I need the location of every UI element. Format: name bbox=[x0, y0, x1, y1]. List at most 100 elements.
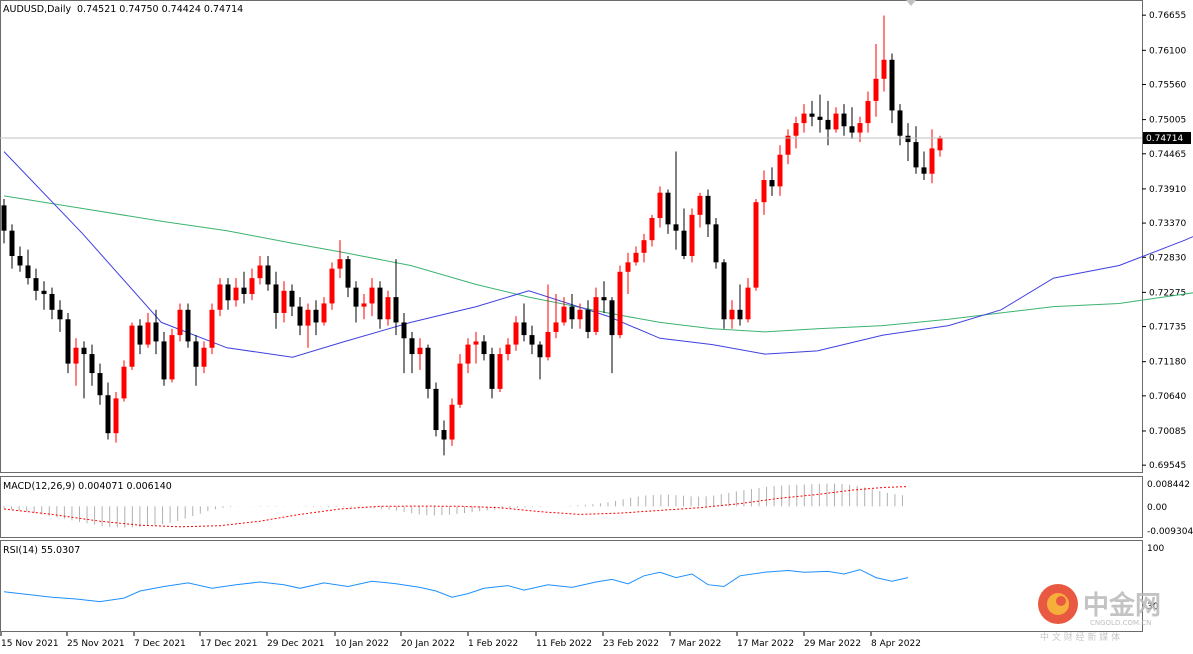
candle-body bbox=[1, 205, 7, 231]
x-tick-label: 29 Mar 2022 bbox=[804, 639, 861, 649]
candle-body bbox=[385, 297, 391, 320]
macd-tick-top: 0.008442 bbox=[1147, 480, 1190, 490]
candle-body bbox=[465, 344, 471, 364]
x-tick-label: 10 Jan 2022 bbox=[335, 639, 389, 649]
candle-body bbox=[49, 293, 55, 310]
y-tick-label: 0.73370 bbox=[1149, 219, 1186, 229]
x-tick-label: 17 Mar 2022 bbox=[737, 639, 794, 649]
macd-panel bbox=[0, 476, 1143, 538]
candle-body bbox=[369, 287, 375, 304]
candle-body bbox=[481, 341, 487, 355]
x-tick-label: 7 Mar 2022 bbox=[670, 639, 721, 649]
candle-body bbox=[281, 290, 287, 313]
candle-body bbox=[25, 265, 31, 279]
candle-body bbox=[809, 113, 815, 117]
main-panel bbox=[0, 0, 1143, 473]
scroll-marker-icon[interactable] bbox=[906, 0, 916, 6]
ma-slow-path bbox=[3, 195, 1193, 333]
candle-body bbox=[9, 230, 15, 256]
rsi-label: RSI(14) 55.0307 bbox=[3, 545, 80, 556]
candle-body bbox=[273, 284, 279, 313]
candle-body bbox=[873, 78, 879, 101]
ma-slow-line bbox=[3, 195, 1193, 333]
candle-body bbox=[905, 135, 911, 143]
x-tick-label: 29 Dec 2021 bbox=[267, 639, 325, 649]
candles bbox=[1, 15, 943, 456]
candle-body bbox=[817, 116, 823, 120]
candle-body bbox=[881, 59, 887, 79]
x-tick-label: 20 Jan 2022 bbox=[401, 639, 455, 649]
candle-body bbox=[41, 290, 47, 294]
candle-body bbox=[209, 309, 215, 348]
candle-body bbox=[593, 297, 599, 332]
candle-body bbox=[929, 148, 935, 174]
candle-body bbox=[417, 347, 423, 355]
candle-body bbox=[889, 59, 895, 111]
candle-body bbox=[73, 347, 79, 364]
candle-body bbox=[289, 290, 295, 307]
candle-body bbox=[97, 373, 103, 396]
candle-body bbox=[337, 259, 343, 269]
candle-body bbox=[345, 259, 351, 288]
candle-body bbox=[81, 347, 87, 355]
price-tag-bg bbox=[1143, 132, 1191, 145]
candle-body bbox=[601, 297, 607, 301]
y-tick-label: 0.72830 bbox=[1149, 253, 1186, 263]
candle-body bbox=[657, 192, 663, 219]
ma-fast-path bbox=[3, 151, 1193, 358]
y-tick-label: 0.69545 bbox=[1149, 461, 1186, 471]
candle-body bbox=[649, 218, 655, 241]
candle-body bbox=[521, 322, 527, 336]
candle-body bbox=[497, 354, 503, 389]
candle-body bbox=[625, 262, 631, 272]
candle-body bbox=[689, 214, 695, 256]
y-tick-label: 0.74465 bbox=[1149, 150, 1186, 160]
candle-body bbox=[425, 347, 431, 389]
candle-body bbox=[377, 287, 383, 320]
x-tick-label: 1 Feb 2022 bbox=[468, 639, 518, 649]
x-tick-label: 11 Feb 2022 bbox=[536, 639, 592, 649]
candle-body bbox=[33, 278, 39, 291]
y-tick-label: 0.70085 bbox=[1149, 427, 1186, 437]
candle-body bbox=[641, 240, 647, 253]
rsi-tick-100: 100 bbox=[1147, 544, 1164, 554]
candle-body bbox=[769, 180, 775, 187]
cngold-watermark: 中金网 CNGOLD.COM.CN 中 文 财 经 新 媒 体 bbox=[1038, 584, 1161, 643]
candle-body bbox=[841, 113, 847, 127]
candle-body bbox=[833, 113, 839, 130]
time-axis: 15 Nov 2021 25 Nov 2021 7 Dec 2021 17 Dec 2… bbox=[0, 632, 921, 649]
candle-body bbox=[713, 224, 719, 263]
candle-body bbox=[513, 322, 519, 345]
candle-body bbox=[241, 287, 247, 294]
candle-body bbox=[441, 430, 447, 440]
candle-body bbox=[473, 341, 479, 345]
candle-body bbox=[577, 309, 583, 320]
candle-body bbox=[673, 224, 679, 231]
candle-body bbox=[489, 354, 495, 389]
candle-body bbox=[505, 344, 511, 355]
candle-body bbox=[233, 287, 239, 301]
x-tick-label: 17 Dec 2021 bbox=[200, 639, 258, 649]
candle-body bbox=[105, 395, 111, 434]
candle-body bbox=[449, 404, 455, 440]
candle-body bbox=[113, 398, 119, 434]
candle-body bbox=[153, 322, 159, 342]
candle-body bbox=[129, 325, 135, 367]
x-tick-label: 7 Dec 2021 bbox=[134, 639, 186, 649]
candle-body bbox=[801, 113, 807, 124]
candle-body bbox=[297, 306, 303, 326]
candle-body bbox=[225, 284, 231, 301]
candle-body bbox=[409, 338, 415, 355]
watermark-brand: 中金网 bbox=[1083, 590, 1161, 621]
candle-body bbox=[313, 309, 319, 323]
chart-ohlc: 0.74521 0.74750 0.74424 0.74714 bbox=[77, 4, 243, 15]
candle-body bbox=[321, 303, 327, 323]
candle-body bbox=[249, 278, 255, 294]
candle-body bbox=[265, 265, 271, 285]
candle-body bbox=[529, 335, 535, 345]
candle-body bbox=[169, 335, 175, 380]
candle-body bbox=[865, 100, 871, 124]
candle-body bbox=[825, 119, 831, 130]
candle-body bbox=[665, 192, 671, 225]
candle-body bbox=[697, 195, 703, 215]
